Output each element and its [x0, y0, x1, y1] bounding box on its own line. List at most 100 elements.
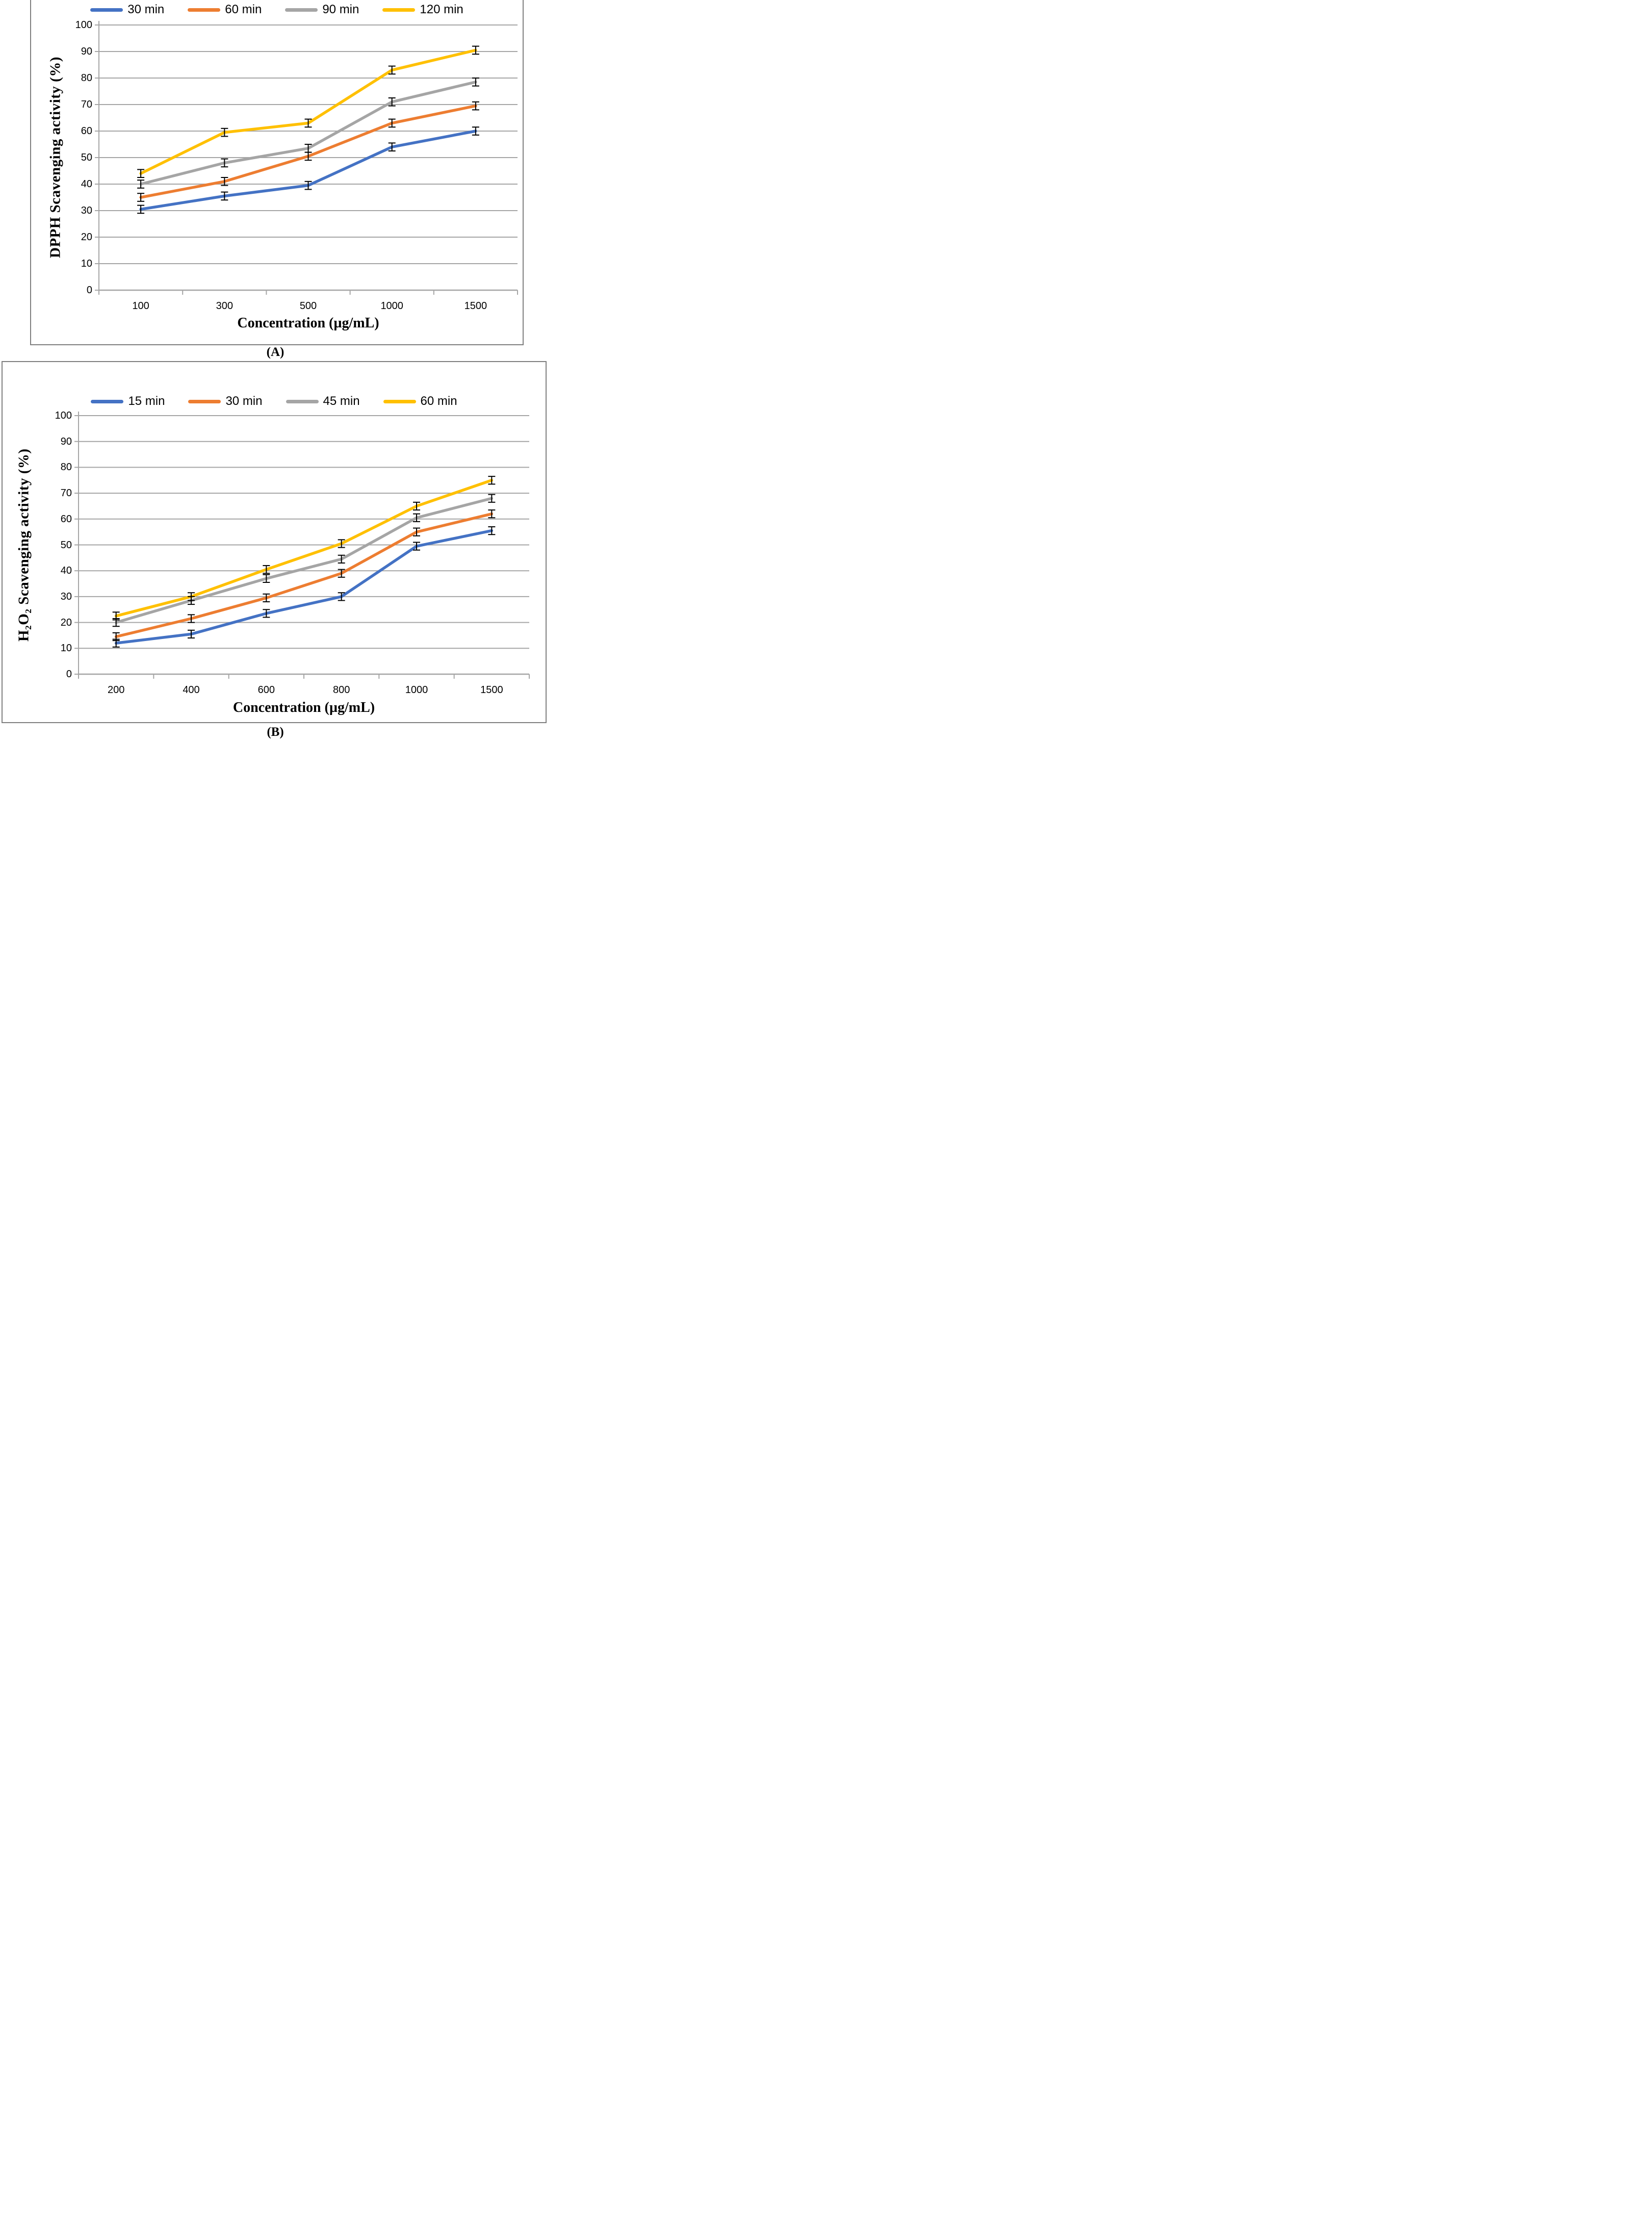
error-bar	[137, 193, 145, 202]
error-bar	[188, 629, 195, 639]
error-bar	[413, 513, 420, 522]
error-bar	[413, 501, 420, 511]
y-tick-label: 50	[81, 152, 92, 163]
error-bar	[263, 565, 270, 574]
x-tick-label: 100	[132, 300, 149, 312]
error-bar	[304, 118, 312, 128]
y-tick-label: 30	[81, 205, 92, 216]
legend-line-swatch	[285, 8, 318, 12]
error-bar	[263, 593, 270, 603]
x-tick-label: 1000	[405, 684, 428, 696]
error-bar	[304, 144, 312, 153]
chart-B	[74, 412, 530, 679]
legend-label: 30 min	[225, 394, 263, 408]
x-tick-label: 1000	[380, 300, 403, 312]
legend-line-swatch	[188, 399, 221, 403]
error-bar	[137, 180, 145, 189]
legend-item-120-min: 120 min	[382, 4, 463, 16]
y-tick-label: 90	[81, 46, 92, 57]
series-line-45-min	[114, 497, 494, 624]
error-bar	[221, 191, 228, 201]
legend-item-45-min: 45 min	[286, 395, 360, 407]
y-tick-label: 0	[66, 669, 72, 680]
x-tick-label: 400	[183, 684, 200, 696]
legend-line-swatch	[90, 8, 123, 12]
series-line-60-min	[114, 479, 494, 618]
y-tick-label: 40	[81, 178, 92, 190]
y-tick-label: 100	[55, 410, 72, 421]
error-bar	[338, 539, 345, 548]
error-bar	[472, 126, 479, 136]
legend-line-swatch	[286, 399, 319, 403]
panel-b: 15 min 30 min 45 min 60 min H₂O₂ Scavenging…	[2, 361, 547, 723]
legend-line-swatch	[383, 399, 416, 403]
error-bar	[221, 158, 228, 168]
legend-line-swatch	[91, 399, 124, 403]
caption-b: (B)	[267, 725, 284, 739]
error-bar	[112, 632, 120, 642]
legend-label: 60 min	[420, 394, 457, 408]
error-bar	[338, 569, 345, 578]
error-bar	[188, 592, 195, 601]
error-bar	[221, 127, 228, 137]
error-bar	[388, 97, 396, 107]
error-bar	[472, 101, 479, 111]
legend-label: 90 min	[322, 3, 359, 16]
error-bar	[488, 526, 496, 535]
error-bar	[137, 169, 145, 178]
legend-item-60-min: 60 min	[383, 395, 457, 407]
series-line-90-min	[139, 81, 477, 186]
legend-label: 60 min	[225, 3, 262, 16]
y-tick-label: 20	[81, 232, 92, 243]
error-bar	[413, 527, 420, 536]
legend-label: 45 min	[323, 394, 360, 408]
error-bar	[413, 542, 420, 551]
legend-b: 15 min 30 min 45 min 60 min	[3, 393, 546, 410]
x-tick-label: 1500	[464, 300, 487, 312]
y-tick-label: 50	[60, 539, 72, 551]
y-tick-label: 60	[81, 125, 92, 137]
x-tick-label: 300	[216, 300, 233, 312]
error-bar	[472, 45, 479, 55]
y-tick-label: 20	[60, 617, 72, 628]
error-bar	[263, 609, 270, 618]
x-axis-title-b: Concentration (µg/mL)	[233, 700, 375, 715]
legend-label: 15 min	[128, 394, 165, 408]
error-bar	[221, 177, 228, 186]
y-tick-label: 30	[60, 591, 72, 602]
y-tick-label: 80	[81, 72, 92, 84]
error-bar	[488, 476, 496, 485]
error-bar	[488, 509, 496, 519]
legend-line-swatch	[188, 8, 221, 12]
error-bar	[488, 494, 496, 503]
y-tick-label: 10	[60, 643, 72, 654]
caption-a: (A)	[266, 345, 285, 359]
x-tick-label: 200	[107, 684, 125, 696]
error-bar	[112, 611, 120, 621]
error-bar	[388, 118, 396, 128]
legend-label: 30 min	[127, 3, 165, 16]
error-bar	[472, 78, 479, 87]
figure: 30 min 60 min 90 min 120 min DPPH Scavengin…	[0, 0, 551, 742]
y-tick-label: 100	[75, 19, 92, 31]
y-tick-label: 60	[60, 513, 72, 525]
y-tick-label: 70	[60, 488, 72, 499]
error-bar	[338, 592, 345, 601]
legend-item-15-min: 15 min	[91, 395, 165, 407]
legend-a: 30 min 60 min 90 min 120 min	[31, 1, 523, 18]
y-tick-label: 90	[60, 436, 72, 447]
series-line-30-min	[114, 512, 494, 638]
legend-label: 120 min	[420, 3, 463, 16]
x-tick-label: 1500	[480, 684, 503, 696]
error-bar	[338, 554, 345, 564]
legend-item-30-min: 30 min	[188, 394, 263, 408]
x-tick-label: 500	[299, 300, 317, 312]
x-tick-label: 800	[332, 684, 350, 696]
error-bar	[137, 204, 145, 214]
y-tick-label: 0	[86, 285, 92, 296]
chart-A	[95, 21, 518, 295]
error-bar	[388, 65, 396, 75]
y-tick-label: 80	[60, 462, 72, 473]
y-tick-label: 70	[81, 99, 92, 110]
y-tick-label: 40	[60, 565, 72, 577]
